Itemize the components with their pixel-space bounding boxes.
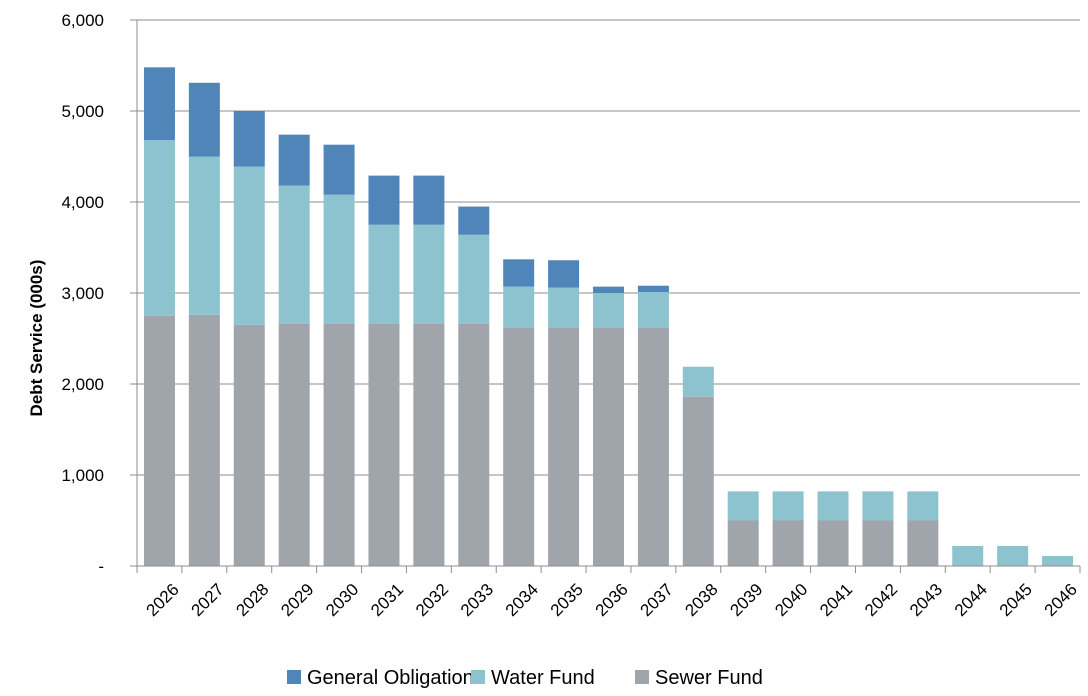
y-tick-label: 6,000 (61, 11, 104, 30)
legend-label-water-fund: Water Fund (491, 667, 595, 689)
bar-general-obligation-2032 (413, 175, 445, 225)
bar-water-fund-2041 (817, 491, 849, 521)
legend-swatch-water-fund (471, 670, 485, 684)
bar-water-fund-2029 (278, 185, 310, 324)
x-tick-label: 2035 (547, 580, 587, 620)
x-tick-label: 2041 (816, 580, 856, 620)
y-tick-label: 1,000 (61, 466, 104, 485)
bar-sewer-fund-2034 (503, 327, 535, 566)
bar-water-fund-2046 (1042, 555, 1074, 566)
bar-sewer-fund-2041 (817, 520, 849, 566)
bar-general-obligation-2028 (233, 111, 265, 167)
bar-sewer-fund-2032 (413, 323, 445, 566)
bar-water-fund-2036 (593, 293, 624, 328)
bar-general-obligation-2031 (368, 175, 400, 225)
bar-general-obligation-2036 (593, 286, 624, 293)
bar-water-fund-2028 (233, 166, 265, 325)
bar-sewer-fund-2029 (278, 323, 310, 566)
bar-water-fund-2033 (458, 234, 490, 324)
bar-sewer-fund-2042 (862, 520, 894, 566)
x-tick-label: 2042 (861, 580, 901, 620)
y-tick-labels: - 1,000 2,000 3,000 4,000 5,000 6,000 (61, 11, 104, 576)
y-axis-title: Debt Service (000s) (27, 260, 46, 417)
legend: General Obligation Water Fund Sewer Fund (287, 667, 763, 689)
x-tick-label: 2038 (681, 580, 721, 620)
x-tick-label: 2045 (996, 580, 1036, 620)
bar-sewer-fund-2039 (727, 520, 759, 566)
x-tick-label: 2037 (637, 580, 677, 620)
bar-sewer-fund-2043 (907, 520, 939, 566)
bar-water-fund-2030 (323, 194, 355, 324)
bar-water-fund-2035 (548, 287, 580, 328)
bar-water-fund-2032 (413, 224, 445, 324)
bar-general-obligation-2027 (188, 82, 220, 157)
x-tick-label: 2046 (1041, 580, 1081, 620)
x-tick-label: 2029 (277, 580, 317, 620)
legend-label-sewer-fund: Sewer Fund (655, 667, 763, 689)
bar-water-fund-2037 (637, 292, 669, 328)
bar-general-obligation-2030 (323, 144, 355, 195)
bar-sewer-fund-2031 (368, 323, 400, 566)
x-tick-label: 2027 (187, 580, 227, 620)
legend-swatch-general-obligation (287, 670, 301, 684)
x-tick-label: 2040 (771, 580, 811, 620)
bar-sewer-fund-2027 (188, 314, 220, 566)
bar-sewer-fund-2030 (323, 323, 355, 566)
x-tick-label: 2026 (143, 580, 183, 620)
bar-sewer-fund-2026 (143, 315, 175, 566)
bar-sewer-fund-2040 (772, 520, 804, 566)
bar-water-fund-2031 (368, 224, 400, 324)
y-tick-label: 2,000 (61, 375, 104, 394)
x-tick-label: 2033 (457, 580, 497, 620)
bar-water-fund-2026 (143, 140, 175, 316)
x-tick-label: 2036 (592, 580, 632, 620)
bar-water-fund-2034 (503, 286, 535, 328)
x-tick-label: 2028 (232, 580, 272, 620)
x-tick-label: 2031 (367, 580, 407, 620)
x-tick-label: 2032 (412, 580, 452, 620)
bar-sewer-fund-2035 (548, 327, 580, 566)
x-tick-label: 2044 (951, 580, 991, 620)
bar-sewer-fund-2037 (637, 327, 669, 566)
y-tick-label: 3,000 (61, 284, 104, 303)
bar-general-obligation-2029 (278, 134, 310, 186)
bar-sewer-fund-2033 (458, 323, 490, 566)
bar-water-fund-2043 (907, 491, 939, 521)
axes (130, 19, 1081, 573)
bar-water-fund-2042 (862, 491, 894, 521)
x-tick-label: 2039 (726, 580, 766, 620)
bar-water-fund-2027 (188, 156, 220, 315)
y-tick-label: 5,000 (61, 102, 104, 121)
bar-sewer-fund-2038 (682, 396, 714, 566)
bar-water-fund-2039 (727, 491, 759, 521)
bar-general-obligation-2034 (503, 259, 535, 287)
bar-sewer-fund-2028 (233, 324, 265, 566)
bar-water-fund-2045 (997, 545, 1029, 566)
bar-water-fund-2044 (952, 545, 984, 566)
x-tick-labels: 2026 2027 2028 2029 2030 2031 2032 2033 2034 2035… (143, 580, 1081, 620)
x-tick-label: 2043 (906, 580, 946, 620)
x-tick-label: 2030 (322, 580, 362, 620)
x-tick-label: 2034 (502, 580, 542, 620)
bar-general-obligation-2035 (548, 260, 580, 288)
y-tick-label: 4,000 (61, 193, 104, 212)
bar-general-obligation-2033 (458, 206, 490, 235)
y-tick-label: - (98, 557, 104, 576)
bar-water-fund-2038 (682, 366, 714, 397)
legend-label-general-obligation: General Obligation (307, 667, 474, 689)
legend-swatch-sewer-fund (635, 670, 649, 684)
bar-water-fund-2040 (772, 491, 804, 521)
bar-general-obligation-2026 (143, 67, 175, 141)
bars (143, 67, 1074, 566)
bar-sewer-fund-2036 (593, 327, 624, 566)
bar-general-obligation-2037 (637, 285, 669, 293)
